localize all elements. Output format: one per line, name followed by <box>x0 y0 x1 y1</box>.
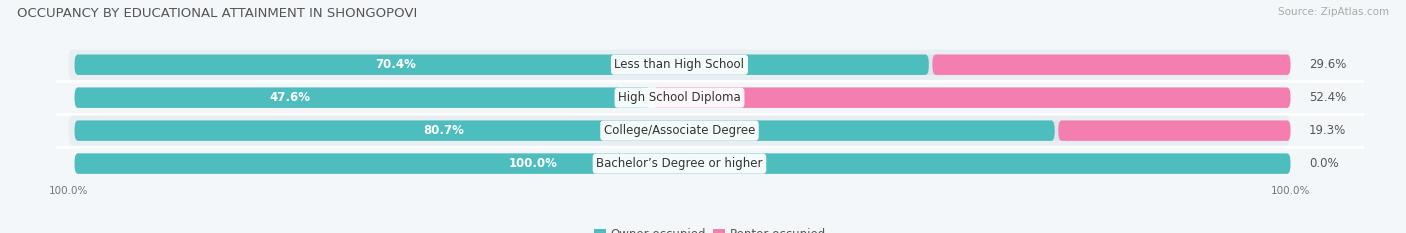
Text: Bachelor’s Degree or higher: Bachelor’s Degree or higher <box>596 157 762 170</box>
Text: OCCUPANCY BY EDUCATIONAL ATTAINMENT IN SHONGOPOVI: OCCUPANCY BY EDUCATIONAL ATTAINMENT IN S… <box>17 7 418 20</box>
FancyBboxPatch shape <box>1059 120 1291 141</box>
FancyBboxPatch shape <box>69 82 1291 113</box>
FancyBboxPatch shape <box>75 153 1291 174</box>
FancyBboxPatch shape <box>932 55 1291 75</box>
FancyBboxPatch shape <box>75 55 1285 75</box>
FancyBboxPatch shape <box>69 148 1291 179</box>
Text: Source: ZipAtlas.com: Source: ZipAtlas.com <box>1278 7 1389 17</box>
Text: Less than High School: Less than High School <box>614 58 745 71</box>
Text: 70.4%: 70.4% <box>375 58 416 71</box>
FancyBboxPatch shape <box>69 116 1291 146</box>
FancyBboxPatch shape <box>75 120 1285 141</box>
Text: College/Associate Degree: College/Associate Degree <box>603 124 755 137</box>
Text: 52.4%: 52.4% <box>1309 91 1346 104</box>
Text: 29.6%: 29.6% <box>1309 58 1346 71</box>
Text: 19.3%: 19.3% <box>1309 124 1346 137</box>
FancyBboxPatch shape <box>75 87 650 108</box>
FancyBboxPatch shape <box>654 87 1291 108</box>
Text: 47.6%: 47.6% <box>269 91 309 104</box>
FancyBboxPatch shape <box>75 55 929 75</box>
FancyBboxPatch shape <box>75 153 1285 174</box>
FancyBboxPatch shape <box>75 87 1285 108</box>
Text: 100.0%: 100.0% <box>509 157 557 170</box>
Text: High School Diploma: High School Diploma <box>619 91 741 104</box>
Text: 0.0%: 0.0% <box>1309 157 1339 170</box>
FancyBboxPatch shape <box>75 120 1054 141</box>
Text: 80.7%: 80.7% <box>423 124 464 137</box>
FancyBboxPatch shape <box>69 50 1291 80</box>
Legend: Owner-occupied, Renter-occupied: Owner-occupied, Renter-occupied <box>589 224 831 233</box>
